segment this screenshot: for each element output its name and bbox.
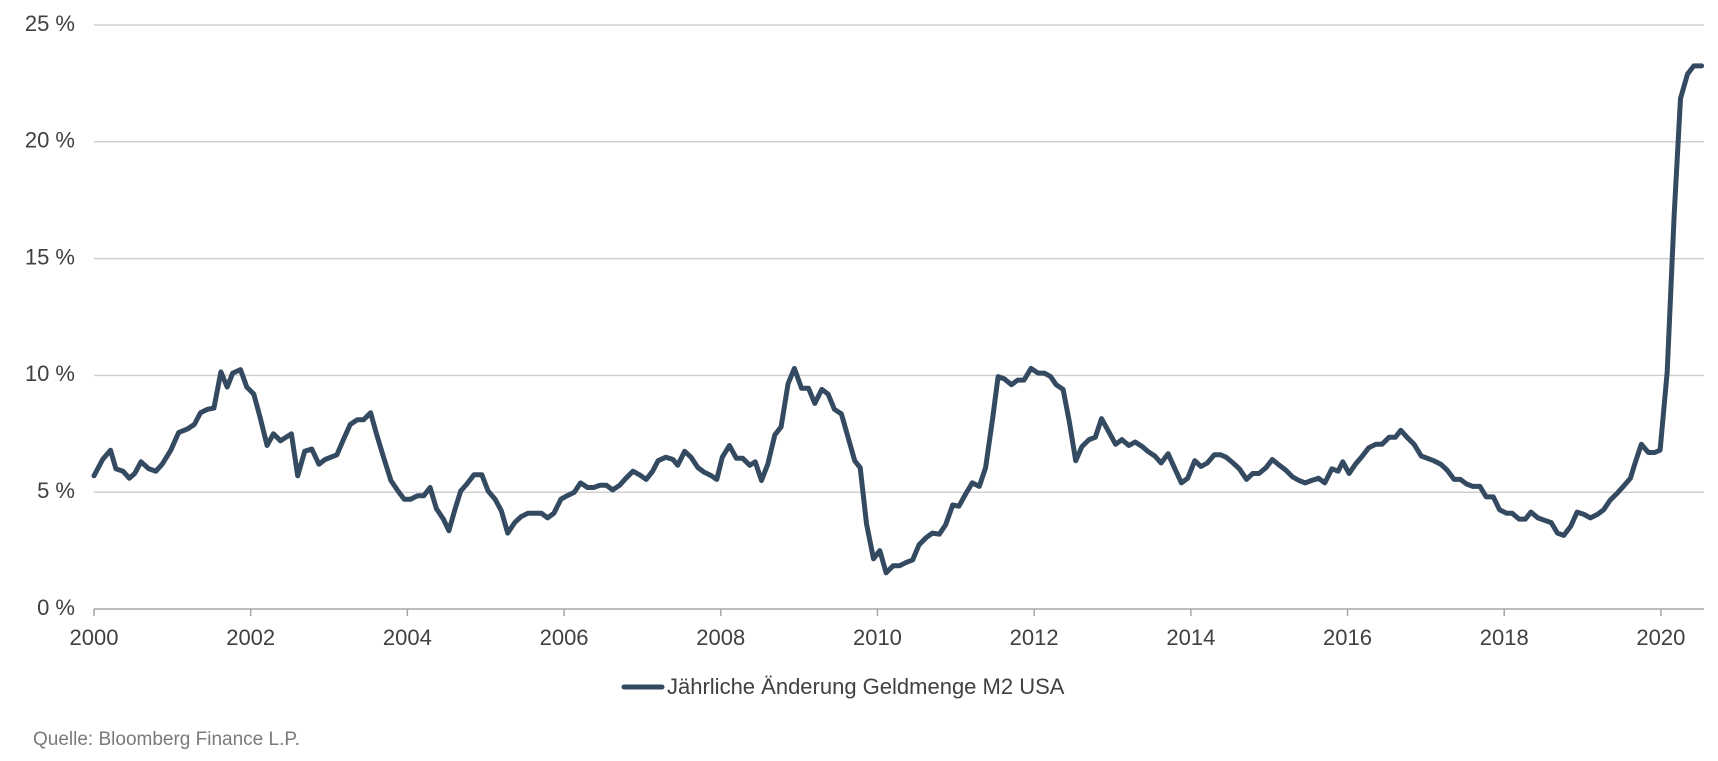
x-tick-label: 2020 bbox=[1636, 625, 1685, 650]
x-tick-label: 2006 bbox=[540, 625, 589, 650]
y-tick-label: 10 % bbox=[25, 361, 75, 386]
x-tick-label: 2008 bbox=[696, 625, 745, 650]
x-tick-label: 2018 bbox=[1480, 625, 1529, 650]
x-tick-label: 2010 bbox=[853, 625, 902, 650]
y-tick-label: 20 % bbox=[25, 128, 75, 153]
x-tick-label: 2012 bbox=[1010, 625, 1059, 650]
y-tick-label: 15 % bbox=[25, 244, 75, 269]
source-note: Quelle: Bloomberg Finance L.P. bbox=[33, 729, 300, 750]
x-tick-label: 2000 bbox=[70, 625, 119, 650]
x-tick-label: 2002 bbox=[226, 625, 275, 650]
x-tick-label: 2014 bbox=[1166, 625, 1215, 650]
legend-label: Jährliche Änderung Geldmenge M2 USA bbox=[667, 674, 1065, 699]
x-tick-label: 2016 bbox=[1323, 625, 1372, 650]
y-tick-label: 0 % bbox=[37, 595, 75, 620]
data-line bbox=[91, 63, 1705, 576]
x-tick-label: 2004 bbox=[383, 625, 432, 650]
y-tick-label: 25 % bbox=[25, 11, 75, 36]
y-tick-label: 5 % bbox=[37, 478, 75, 503]
